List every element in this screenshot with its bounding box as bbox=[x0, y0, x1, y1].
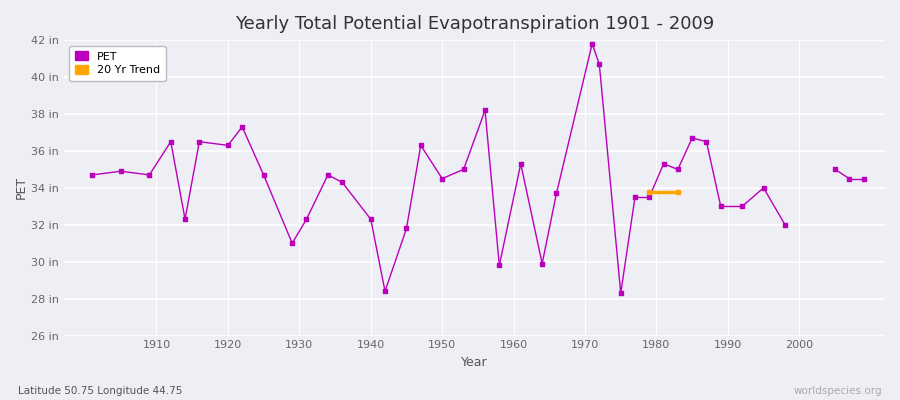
Point bbox=[192, 138, 206, 145]
Point bbox=[828, 166, 842, 172]
Point bbox=[656, 161, 670, 167]
Point bbox=[300, 216, 314, 222]
Point bbox=[735, 203, 750, 210]
Text: worldspecies.org: worldspecies.org bbox=[794, 386, 882, 396]
Point bbox=[400, 225, 414, 232]
Point bbox=[335, 179, 349, 186]
Point bbox=[585, 41, 599, 47]
Point bbox=[535, 260, 549, 267]
Point bbox=[514, 161, 528, 167]
Text: Latitude 50.75 Longitude 44.75: Latitude 50.75 Longitude 44.75 bbox=[18, 386, 183, 396]
Point bbox=[699, 138, 714, 145]
Point bbox=[614, 290, 628, 296]
Point bbox=[364, 216, 378, 222]
Point bbox=[164, 138, 178, 145]
Point bbox=[714, 203, 728, 210]
Point bbox=[857, 176, 871, 182]
Point bbox=[113, 168, 128, 174]
Point bbox=[435, 176, 449, 182]
Point bbox=[642, 194, 656, 200]
Point bbox=[592, 61, 607, 67]
Point bbox=[670, 166, 685, 172]
Point bbox=[492, 262, 507, 269]
Point bbox=[378, 288, 392, 294]
Point bbox=[142, 172, 157, 178]
X-axis label: Year: Year bbox=[461, 356, 488, 369]
Point bbox=[685, 135, 699, 141]
Point bbox=[320, 172, 335, 178]
Point bbox=[842, 176, 857, 182]
Point bbox=[414, 142, 428, 148]
Point bbox=[256, 172, 271, 178]
Y-axis label: PET: PET bbox=[15, 176, 28, 200]
Point bbox=[178, 216, 193, 222]
Title: Yearly Total Potential Evapotranspiration 1901 - 2009: Yearly Total Potential Evapotranspiratio… bbox=[235, 15, 714, 33]
Point bbox=[549, 190, 563, 196]
Point bbox=[235, 124, 249, 130]
Point bbox=[285, 240, 300, 246]
Point bbox=[456, 166, 471, 172]
Point bbox=[778, 222, 792, 228]
Point bbox=[478, 107, 492, 114]
Point bbox=[220, 142, 235, 148]
Point bbox=[85, 172, 99, 178]
Point bbox=[628, 194, 643, 200]
Point bbox=[756, 185, 770, 191]
Legend: PET, 20 Yr Trend: PET, 20 Yr Trend bbox=[69, 46, 166, 81]
